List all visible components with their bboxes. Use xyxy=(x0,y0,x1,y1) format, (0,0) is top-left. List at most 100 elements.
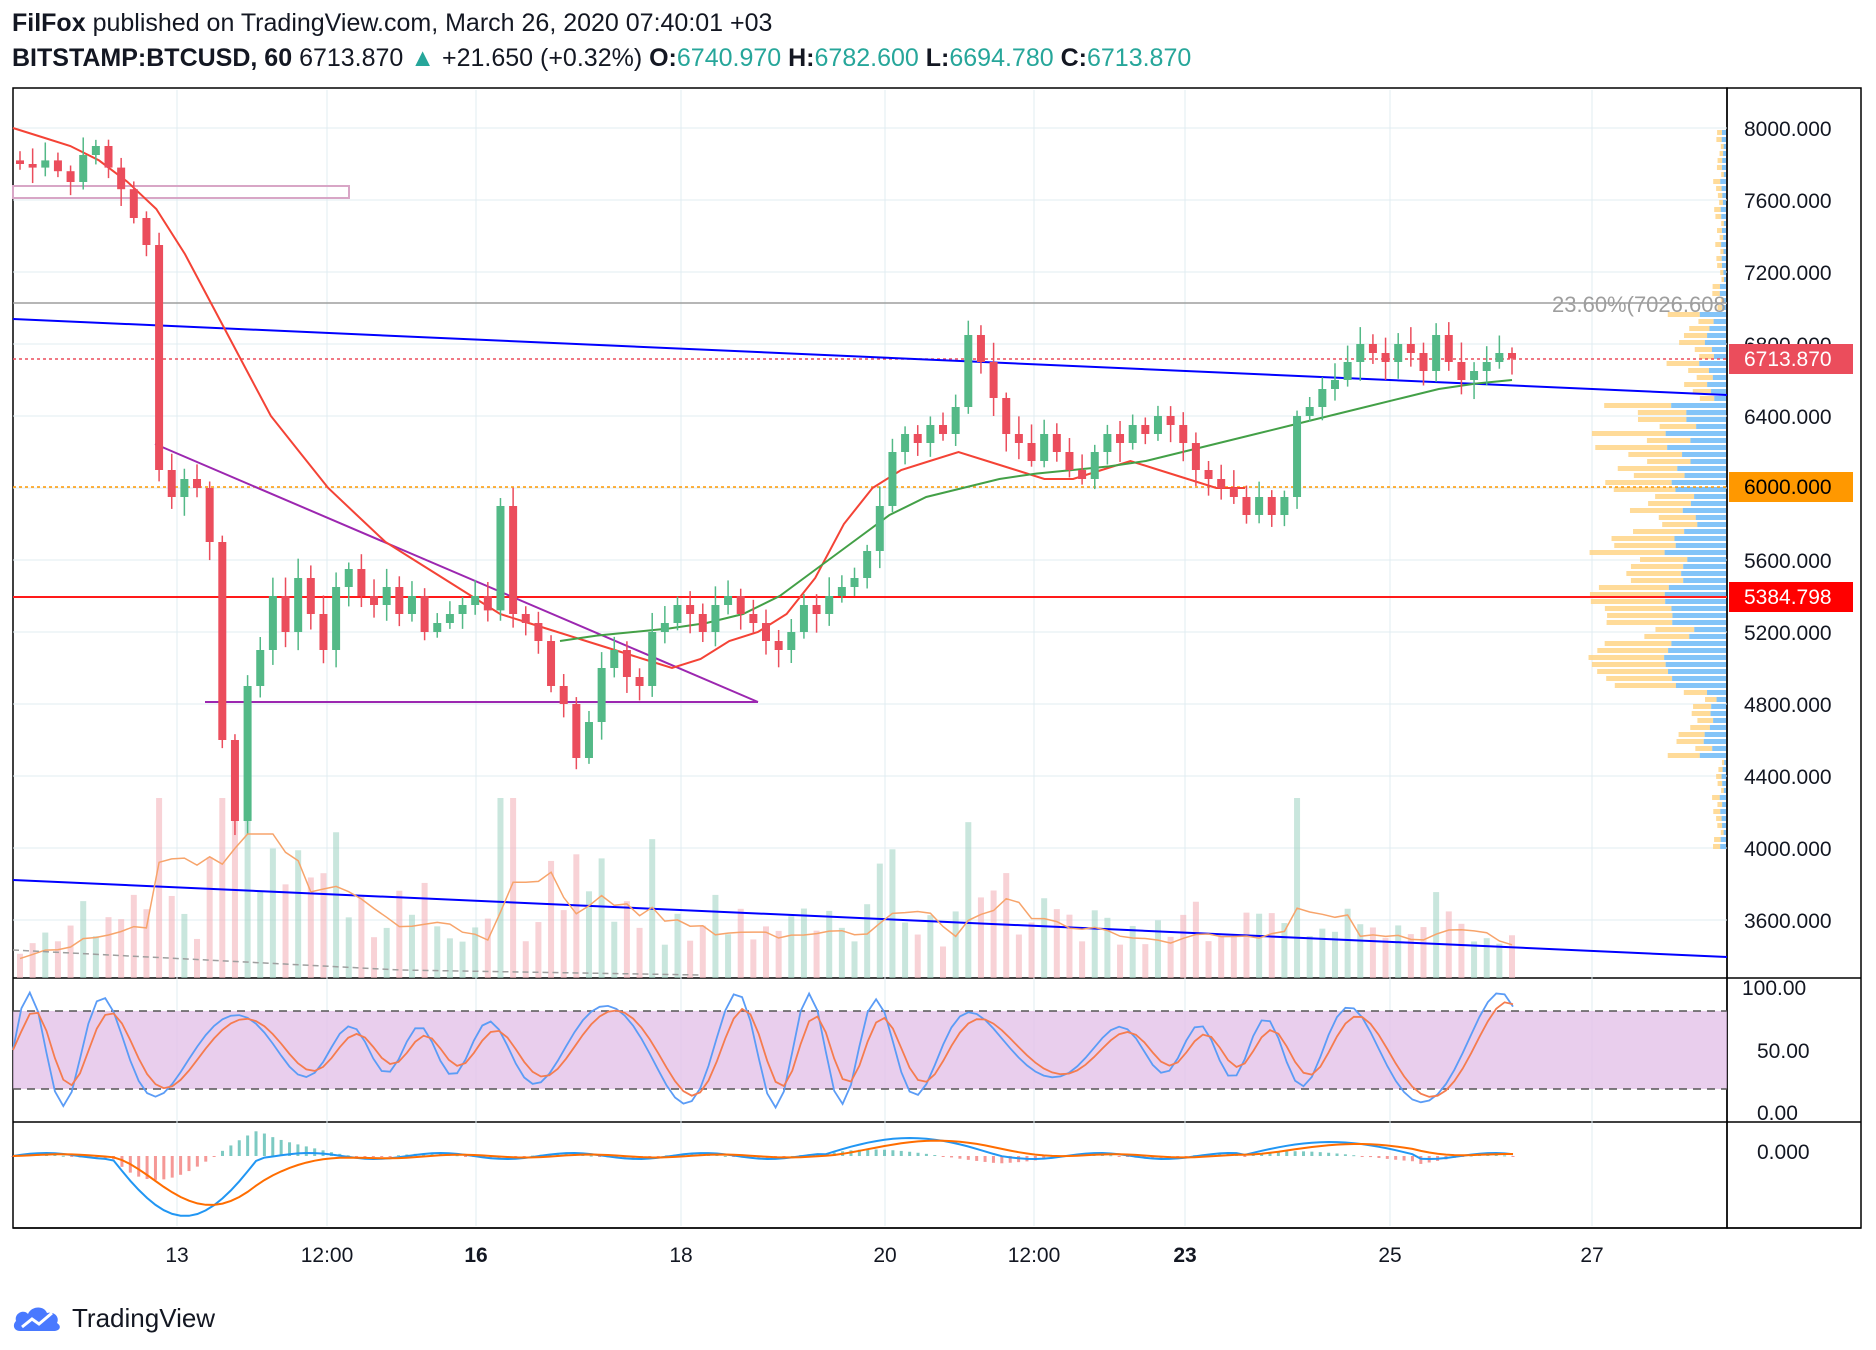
vp-bar-buy xyxy=(1697,522,1726,527)
volume-bar xyxy=(1357,924,1364,978)
vp-bar-buy xyxy=(1675,487,1726,492)
candle-body xyxy=(1280,497,1289,515)
volume-bar xyxy=(750,939,757,978)
macd-hist-bar xyxy=(983,1156,987,1162)
candle-body xyxy=(762,623,770,641)
volume-bar xyxy=(446,938,453,978)
tradingview-logo[interactable]: TradingView xyxy=(12,1300,215,1336)
volume-bar xyxy=(510,798,517,978)
volume-ma-slow-line xyxy=(12,949,701,976)
macd-hist-bar xyxy=(874,1149,878,1156)
macd-hist-bar xyxy=(262,1133,266,1156)
vp-bar-sell xyxy=(1676,739,1704,744)
vp-bar-buy xyxy=(1712,375,1726,380)
vp-bar-sell xyxy=(1692,389,1712,394)
vp-bar-buy xyxy=(1712,746,1726,751)
candle-body xyxy=(471,596,480,605)
candle-body xyxy=(117,167,126,190)
vp-bar-sell xyxy=(1716,186,1722,191)
volume-bar xyxy=(434,926,441,978)
vp-bar-buy xyxy=(1714,396,1726,401)
candle-body xyxy=(1166,416,1175,425)
macd-hist-bar xyxy=(229,1145,233,1156)
vp-bar-buy xyxy=(1721,256,1726,261)
vp-bar-sell xyxy=(1717,781,1723,786)
macd-hist-bar xyxy=(271,1137,275,1156)
candle-body xyxy=(344,569,353,587)
low-value: 6694.780 xyxy=(949,44,1054,72)
candle-body xyxy=(28,164,37,168)
price-change: +21.650 (+0.32%) xyxy=(442,44,643,72)
price-axis[interactable]: 8000.0007600.0007200.0006800.0006400.000… xyxy=(1744,118,1832,933)
candle-body xyxy=(1356,344,1365,362)
price-tag-5384-text: 5384.798 xyxy=(1744,586,1832,609)
macd-hist-bar xyxy=(933,1155,937,1157)
y-tick-label: 7600.000 xyxy=(1744,190,1832,213)
macd-hist-bar xyxy=(598,1156,602,1157)
volume-bar xyxy=(1369,927,1376,978)
volume-bar xyxy=(459,941,466,978)
volume-bar xyxy=(1117,944,1124,978)
volume-bar xyxy=(345,917,352,978)
vp-bar-sell xyxy=(1719,151,1724,156)
published-text: published on TradingView.com, March 26, … xyxy=(92,9,773,37)
author-name[interactable]: FilFox xyxy=(12,9,86,37)
vp-bar-sell xyxy=(1688,368,1709,373)
stoch-d-line xyxy=(12,1001,1514,1098)
candle-body xyxy=(1293,416,1302,497)
vp-bar-sell xyxy=(1720,144,1724,149)
candle-body xyxy=(850,578,859,587)
volume-bar xyxy=(1433,892,1440,978)
volume-bar xyxy=(130,894,137,978)
candle-body xyxy=(256,650,265,686)
macd-hist-bar xyxy=(1343,1154,1347,1156)
volume-bar xyxy=(118,919,125,978)
macd-hist-bar xyxy=(1151,1156,1155,1159)
macd-hist-bar xyxy=(153,1156,157,1180)
macd-hist-bar xyxy=(1109,1155,1113,1157)
volume-bar xyxy=(826,910,833,978)
vp-bar-sell xyxy=(1604,606,1672,611)
lower-trendline[interactable] xyxy=(12,879,1728,958)
vp-bar-buy xyxy=(1668,669,1726,674)
y-tick-label: 6400.000 xyxy=(1744,406,1832,429)
vp-bar-sell xyxy=(1716,774,1722,779)
vp-bar-buy xyxy=(1694,627,1726,632)
vp-bar-buy xyxy=(1722,305,1726,310)
candle-body xyxy=(155,245,164,470)
candle-body xyxy=(1052,434,1061,452)
y-tick-label: 5600.000 xyxy=(1744,550,1832,573)
candle-body xyxy=(888,452,897,506)
vp-bar-sell xyxy=(1719,200,1723,205)
candle-body xyxy=(1444,335,1453,362)
macd-hist-bar xyxy=(355,1156,359,1157)
vp-bar-sell xyxy=(1633,529,1685,534)
volume-bar xyxy=(1256,913,1263,978)
volume-ma-line xyxy=(19,833,1513,960)
vp-bar-buy xyxy=(1708,368,1726,373)
triangle-upper-line[interactable] xyxy=(154,443,759,703)
volume-bar xyxy=(699,925,706,978)
volume-bar xyxy=(1458,923,1465,978)
candle-body xyxy=(622,650,631,677)
candle-body xyxy=(1267,497,1276,515)
vp-bar-buy xyxy=(1723,144,1726,149)
macd-hist-bar xyxy=(589,1155,593,1157)
volume-bar xyxy=(965,822,972,978)
resistance-zone[interactable] xyxy=(12,185,350,199)
vp-bar-buy xyxy=(1699,753,1726,758)
candle-body xyxy=(230,740,239,821)
price-tag-6000: 6000.000 xyxy=(1729,472,1853,502)
candle-body xyxy=(1229,488,1238,497)
candle-body xyxy=(1116,434,1125,443)
time-axis[interactable]: 13 12:00 16 18 20 12:00 23 25 27 xyxy=(165,1244,1603,1267)
volume-bar xyxy=(1407,934,1414,978)
vp-bar-sell xyxy=(1595,445,1668,450)
upper-trendline[interactable] xyxy=(12,318,1728,396)
volume-bar xyxy=(1319,928,1326,978)
macd-hist-bar xyxy=(380,1156,384,1157)
candle-body xyxy=(41,160,50,168)
volume-bar xyxy=(497,798,504,978)
macd-hist-bar xyxy=(1243,1156,1247,1157)
